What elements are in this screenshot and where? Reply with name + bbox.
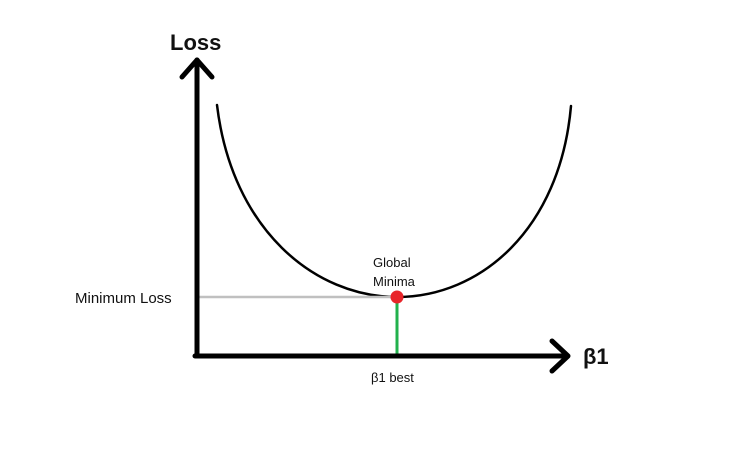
global-minimum-point [390,290,404,304]
y-axis-label: Loss [170,30,221,55]
x-axis-arrowhead [549,338,571,374]
minimum-loss-label: Minimum Loss [75,290,172,307]
global-minima-label-line2: Minima [373,274,416,289]
best-param-label: β1 best [371,370,414,385]
y-axis-arrowhead [179,57,215,80]
x-axis-label: β1 [583,344,609,369]
global-minima-label-line1: Global [373,255,411,270]
